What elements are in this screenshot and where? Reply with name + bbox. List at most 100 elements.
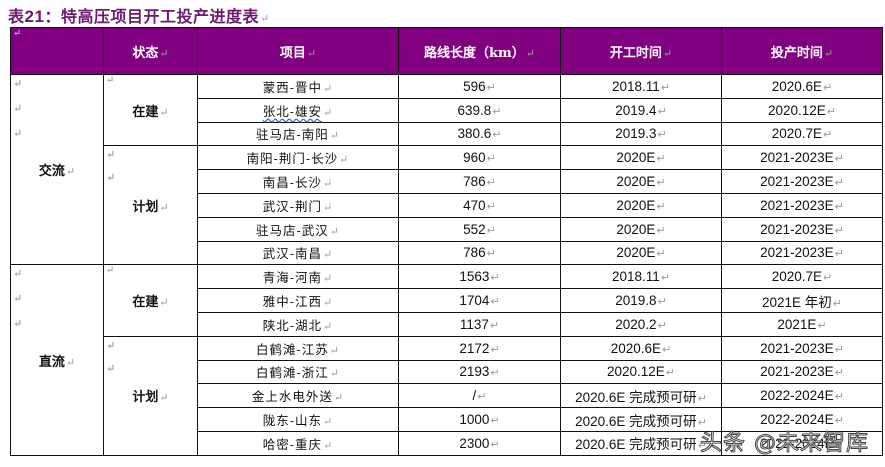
length-cell: 2193↵: [398, 359, 561, 385]
paragraph-marks: ↵ ↵ ↵: [13, 77, 23, 140]
start-cell: 2020.12E↵: [560, 359, 722, 385]
project-cell: 驻马店-南阳↵: [197, 121, 399, 147]
length-cell: 552↵: [398, 216, 561, 242]
production-cell: 2020.12E↵: [721, 97, 883, 123]
start-cell: 2020E↵: [560, 192, 722, 218]
length-cell: 639.8↵: [398, 97, 561, 123]
paragraph-mark-icon: ↵: [65, 165, 76, 179]
project-cell: 金上水电外送↵: [197, 383, 399, 409]
header-production: 投产时间↵: [721, 27, 883, 75]
paragraph-marks: ↵ ↵: [106, 148, 116, 185]
table-row: 陕北-湖北↵ 1137↵ 2020.2↵ 2021E↵: [11, 311, 883, 337]
production-cell: 2021E 年初↵: [721, 288, 883, 313]
production-cell: 2021-2023E↵: [721, 359, 883, 385]
length-cell: 1000↵: [398, 407, 561, 432]
length-cell: 1704↵: [398, 288, 561, 313]
header-length: 路线长度（km）↵: [398, 27, 561, 75]
table-row: 武汉-荆门↵ 470↵ 2020E↵ 2021-2023E↵: [11, 192, 883, 218]
production-cell: 2022-2024E↵: [721, 407, 883, 432]
project-cell: 南阳-荆门-长沙↵: [197, 145, 399, 171]
project-cell: 蒙西-晋中↵: [197, 74, 399, 99]
start-cell: 2020.6E↵: [560, 335, 722, 361]
header-project: 项目↵: [197, 27, 399, 75]
length-cell: 2300↵: [398, 430, 561, 456]
length-cell: 380.6↵: [398, 121, 561, 147]
production-cell: 2021-2023E↵: [721, 216, 883, 242]
project-cell: 陇东-山东↵: [197, 407, 399, 432]
length-cell: 596↵: [398, 74, 561, 99]
table-row: 南昌-长沙↵ 786↵ 2020E↵ 2021-2023E↵: [11, 169, 883, 194]
paragraph-mark-icon: ↵: [159, 105, 169, 119]
table-row: 驻马店-武汉↵ 552↵ 2020E↵ 2021-2023E↵: [11, 216, 883, 242]
header-status: 状态↵: [103, 27, 198, 75]
title-text: 特高压项目开工投产进度表: [60, 7, 259, 26]
production-cell: 2020.6E↵: [721, 74, 883, 99]
table-row: ↵ ↵ 计划↵ 白鹤滩-江苏↵ 2172↵ 2020.6E↵ 2021-2023E…: [11, 335, 883, 456]
table-row: ↵ ↵ ↵ 交流↵ ↵ 在建↵ 蒙西-晋中↵ 596↵ 2018.11↵ 2020.…: [10, 73, 883, 266]
paragraph-mark-icon: ↵: [106, 75, 115, 86]
project-cell: 驻马店-武汉↵: [197, 216, 399, 242]
table-row: 哈密-重庆↵ 2300↵ 2020.6E 完成预可研↵ 2022-2024E↵: [11, 430, 883, 456]
length-cell: /↵: [398, 383, 561, 409]
table-row: 雅中-江西↵ 1704↵ 2019.8↵ 2021E 年初↵: [11, 288, 883, 313]
title-separator: ：: [44, 7, 61, 26]
paragraph-marks: ↵ ↵ ↵: [13, 267, 23, 331]
start-cell: 2020.6E 完成预可研↵: [560, 383, 722, 409]
production-cell: 2022-2024E↵: [721, 383, 883, 409]
paragraph-mark-icon: ↵: [525, 46, 535, 60]
project-cell: 雅中-江西↵: [197, 288, 399, 313]
length-cell: 1563↵: [398, 264, 561, 290]
start-cell: 2020.2↵: [560, 311, 722, 337]
status-cell: ↵ ↵ 计划↵: [103, 335, 198, 456]
project-cell: 武汉-南昌↵: [197, 240, 399, 266]
table-row: ↵ ↵ ↵ 直流↵ ↵ 在建↵ 青海-河南↵ 1563↵ 2018.11↵ 2020…: [10, 264, 883, 456]
production-cell: 2022-2024E↵: [721, 430, 883, 456]
start-cell: 2019.4↵: [560, 97, 722, 123]
project-cell: 张北-雄安↵: [197, 97, 399, 123]
start-cell: 2019.3↵: [560, 121, 722, 147]
project-cell: 陕北-湖北↵: [197, 311, 399, 337]
header-start: 开工时间↵: [560, 27, 722, 75]
start-cell: 2020E↵: [560, 169, 722, 194]
paragraph-mark-icon: ↵: [306, 46, 317, 60]
production-cell: 2020.7E↵: [721, 264, 883, 290]
start-cell: 2020E↵: [560, 240, 722, 266]
paragraph-marks: ↵ ↵: [106, 338, 116, 375]
length-cell: 960↵: [398, 145, 561, 171]
start-cell: 2020E↵: [560, 216, 722, 242]
start-cell: 2018.11↵: [560, 74, 722, 99]
project-cell: 白鹤滩-江苏↵: [197, 335, 399, 361]
production-cell: 2021-2023E↵: [721, 240, 883, 266]
length-cell: 786↵: [398, 169, 561, 194]
table-row: 陇东-山东↵ 1000↵ 2020.6E 完成预可研↵ 2022-2024E↵: [11, 407, 883, 432]
table-row: 武汉-南昌↵ 786↵ 2020E↵ 2021-2023E↵: [11, 240, 883, 266]
length-cell: 2172↵: [398, 335, 561, 361]
project-cell: 青海-河南↵: [197, 264, 399, 290]
watermark: 头条 @未来智库: [700, 431, 869, 457]
progress-table: ↵ 状态↵ 项目↵ 路线长度（km）↵ 开工时间↵ 投产时间↵ ↵ ↵ ↵ 交流↵ …: [10, 27, 883, 456]
table-header-row: ↵ 状态↵ 项目↵ 路线长度（km）↵ 开工时间↵ 投产时间↵: [10, 27, 883, 75]
start-cell: 2020.6E 完成预可研↵: [560, 430, 722, 456]
paragraph-mark-icon: ↵: [159, 46, 169, 60]
table-row: ↵ ↵ 计划↵ 南阳-荆门-长沙↵ 960↵ 2020E↵ 2021-2023E↵: [11, 145, 883, 266]
type-cell-dc: ↵ ↵ ↵ 直流↵: [10, 264, 104, 456]
length-cell: 1137↵: [398, 311, 561, 337]
length-cell: 470↵: [398, 192, 561, 218]
table-row: 金上水电外送↵ /↵ 2020.6E 完成预可研↵ 2022-2024E↵: [11, 383, 883, 409]
production-cell: 2021-2023E↵: [721, 169, 883, 194]
table-row: 白鹤滩-浙江↵ 2193↵ 2020.12E↵ 2021-2023E↵: [11, 359, 883, 385]
status-cell: ↵ 在建↵: [103, 264, 198, 337]
production-cell: 2021-2023E↵: [721, 335, 883, 361]
start-cell: 2020.6E 完成预可研↵: [560, 407, 722, 432]
production-cell: 2021E↵: [721, 311, 883, 337]
status-cell: ↵ ↵ 计划↵: [103, 145, 198, 266]
status-cell: ↵ 在建↵: [103, 73, 198, 147]
production-cell: 2021-2023E↵: [721, 192, 883, 218]
project-cell: 白鹤滩-浙江↵: [197, 359, 399, 385]
table-title: 表21：特高压项目开工投产进度表↵: [8, 3, 270, 27]
paragraph-mark-icon: ↵: [662, 46, 673, 60]
paragraph-mark-icon: ↵: [159, 296, 169, 310]
paragraph-mark-icon: ↵: [65, 355, 76, 369]
paragraph-mark-icon: ↵: [159, 200, 169, 214]
title-number: 21: [24, 7, 45, 26]
